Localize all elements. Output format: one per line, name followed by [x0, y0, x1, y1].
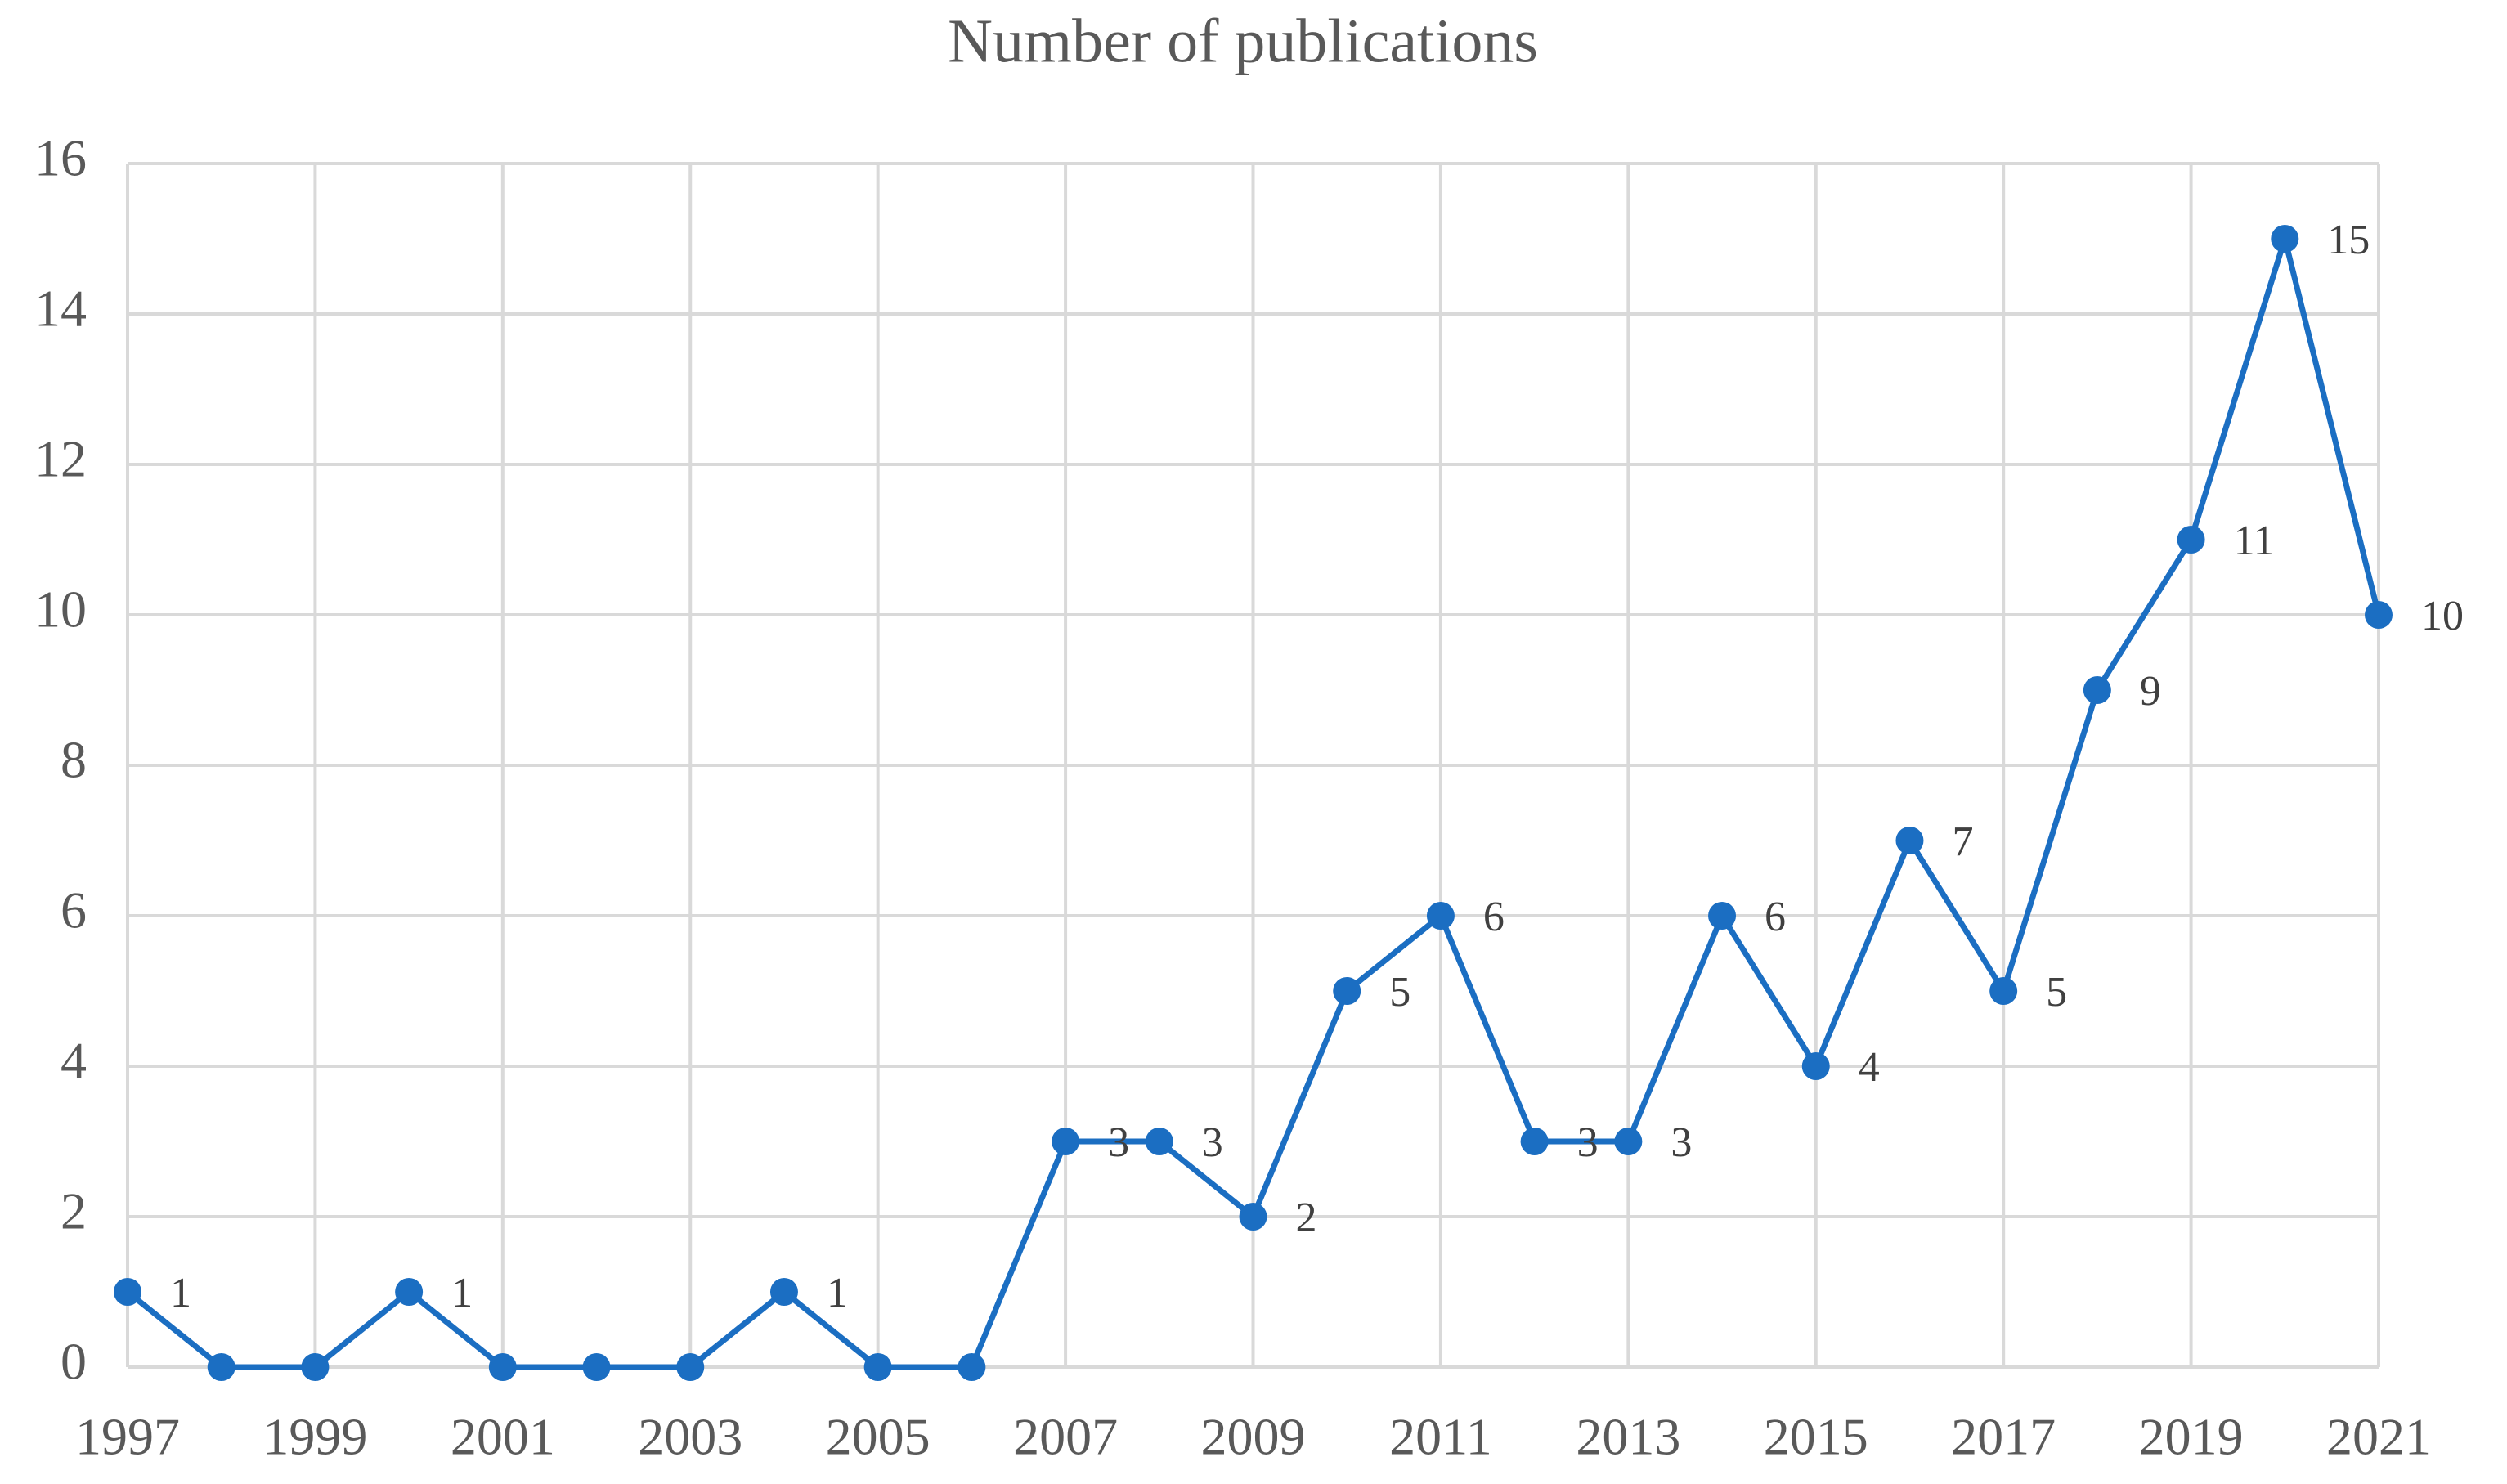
data-point [395, 1278, 424, 1306]
data-label: 5 [1389, 969, 1410, 1015]
data-point [114, 1278, 141, 1306]
data-point [2365, 601, 2393, 629]
y-tick-label: 10 [34, 581, 87, 639]
data-point [1708, 902, 1737, 930]
data-label: 6 [1765, 894, 1786, 940]
data-point [769, 1278, 798, 1306]
data-label: 9 [2140, 668, 2161, 715]
data-label: 7 [1952, 818, 1973, 865]
data-point [1895, 827, 1924, 854]
x-tick-label: 1999 [262, 1408, 367, 1466]
data-point [2177, 526, 2205, 554]
x-tick-label: 2011 [1389, 1408, 1492, 1466]
x-tick-label: 2009 [1201, 1408, 1306, 1466]
y-tick-label: 0 [61, 1333, 87, 1391]
data-point [1801, 1052, 1830, 1080]
x-tick-label: 2021 [2326, 1408, 2431, 1466]
data-label: 6 [1483, 894, 1505, 940]
data-point [1426, 902, 1455, 930]
x-tick-label: 2007 [1013, 1408, 1118, 1466]
y-tick-label: 4 [61, 1032, 87, 1090]
chart-title: Number of publications [948, 7, 1538, 75]
y-tick-label: 2 [61, 1182, 87, 1240]
data-label: 1 [451, 1270, 473, 1316]
y-tick-label: 6 [61, 881, 87, 939]
x-tick-label: 2005 [826, 1408, 931, 1466]
data-label: 11 [2234, 518, 2275, 564]
x-tick-label: 2003 [638, 1408, 742, 1466]
data-label: 3 [1671, 1119, 1692, 1166]
x-tick-label: 2013 [1576, 1408, 1680, 1466]
data-point [301, 1353, 330, 1381]
data-point [1614, 1128, 1643, 1155]
data-label: 3 [1577, 1119, 1599, 1166]
data-label: 4 [1859, 1044, 1880, 1091]
x-tick-label: 2017 [1951, 1408, 2056, 1466]
data-label: 1 [827, 1270, 848, 1316]
data-point [1145, 1128, 1173, 1155]
data-label: 2 [1296, 1195, 1317, 1241]
data-point [863, 1353, 892, 1381]
data-point [1239, 1203, 1267, 1231]
y-tick-label: 14 [34, 280, 87, 338]
x-tick-label: 2019 [2139, 1408, 2244, 1466]
data-point [488, 1353, 517, 1381]
y-tick-label: 16 [34, 129, 87, 187]
data-label: 1 [170, 1270, 191, 1316]
x-tick-label: 2001 [451, 1408, 555, 1466]
data-point [207, 1353, 235, 1381]
data-point [958, 1353, 986, 1381]
y-tick-label: 8 [61, 731, 87, 789]
data-point [676, 1353, 705, 1381]
data-point [2083, 676, 2111, 704]
x-tick-label: 2015 [1764, 1408, 1868, 1466]
data-label: 5 [2046, 969, 2067, 1015]
data-point [582, 1353, 611, 1381]
data-point [1333, 977, 1361, 1005]
data-point [1989, 977, 2018, 1005]
data-label: 15 [2327, 217, 2370, 263]
data-point [1520, 1128, 1549, 1155]
y-tick-label: 12 [34, 430, 87, 488]
x-tick-label: 1997 [75, 1408, 180, 1466]
data-point [1052, 1128, 1080, 1155]
data-label: 3 [1202, 1119, 1223, 1166]
data-label: 10 [2421, 593, 2464, 639]
data-label: 3 [1108, 1119, 1129, 1166]
data-point [2271, 225, 2299, 253]
